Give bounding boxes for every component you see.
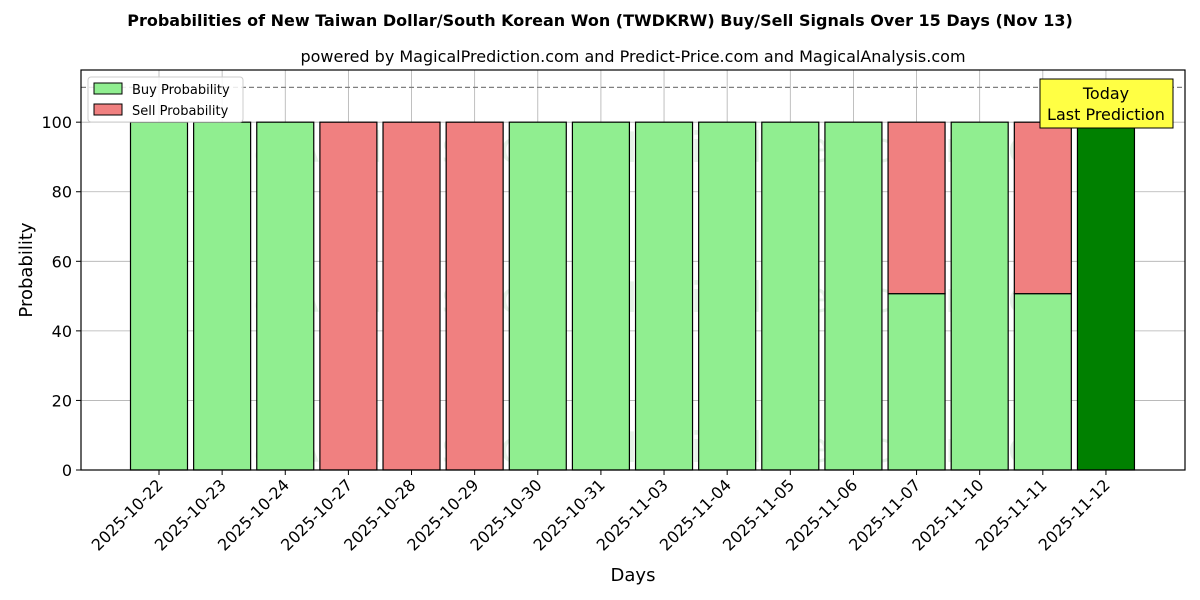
y-axis-label: Probability xyxy=(16,222,37,317)
bar-buy xyxy=(571,121,631,471)
bar-buy xyxy=(1013,293,1072,471)
y-tick-label: 60 xyxy=(52,252,72,271)
y-tick-label: 80 xyxy=(52,183,72,202)
today-annotation-line2: Last Prediction xyxy=(1047,105,1165,124)
legend: Buy Probability Sell Probability xyxy=(87,76,244,123)
legend-swatch-buy xyxy=(93,82,123,95)
bar-buy xyxy=(1076,121,1136,471)
bar-sell xyxy=(445,121,504,471)
y-tick-label: 40 xyxy=(52,322,72,341)
bar-sell xyxy=(319,121,378,471)
x-axis-label: Days xyxy=(611,565,656,586)
bar-buy xyxy=(256,121,315,471)
bar-buy xyxy=(698,121,757,471)
bar-buy xyxy=(950,121,1009,471)
legend-swatch-sell xyxy=(93,103,123,116)
bar-buy xyxy=(508,121,567,471)
bar-buy xyxy=(824,121,883,471)
chart-title: Probabilities of New Taiwan Dollar/South… xyxy=(127,11,1073,30)
bar-sell xyxy=(1013,121,1072,295)
x-axis-ticks: 2025-10-222025-10-232025-10-242025-10-27… xyxy=(88,470,1114,555)
bar-buy xyxy=(887,293,946,471)
y-axis-ticks: 0 20 40 60 80 100 xyxy=(41,113,81,480)
y-tick-label: 100 xyxy=(41,113,72,132)
chart-subtitle: powered by MagicalPrediction.com and Pre… xyxy=(300,47,965,66)
legend-label-buy: Buy Probability xyxy=(132,83,230,98)
today-annotation-line1: Today xyxy=(1082,84,1129,103)
legend-box xyxy=(87,76,244,123)
bar-buy xyxy=(634,121,694,471)
today-annotation-box xyxy=(1039,78,1174,129)
bars xyxy=(129,121,1136,471)
bar-buy xyxy=(761,121,820,471)
bar-buy xyxy=(129,121,189,471)
y-tick-label: 20 xyxy=(52,391,72,410)
bar-sell xyxy=(382,121,441,471)
legend-label-sell: Sell Probability xyxy=(132,104,229,119)
bar-buy xyxy=(193,121,252,471)
plot-frame xyxy=(80,69,1186,471)
y-tick-label: 0 xyxy=(62,461,72,480)
today-annotation: Today Last Prediction xyxy=(1039,78,1174,129)
bar-sell xyxy=(887,121,946,295)
